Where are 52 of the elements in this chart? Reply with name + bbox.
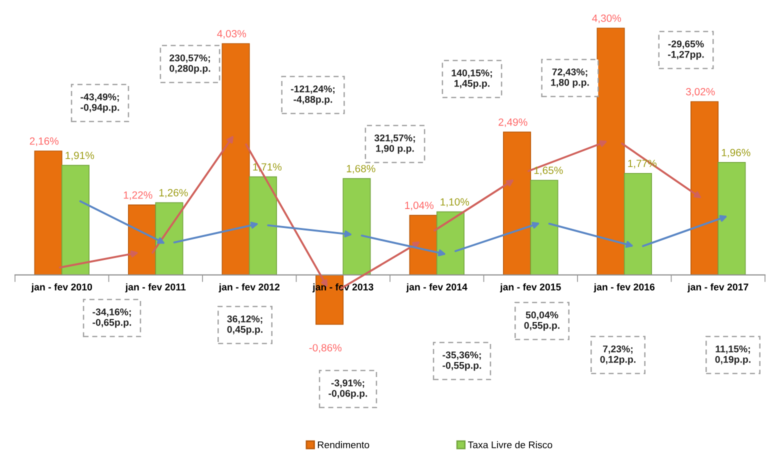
- annotation: 230,57%; 0,280p.p.: [170, 54, 210, 74]
- x-tick-label: jan - fev 2015: [500, 283, 561, 292]
- data-label: 1,04%: [405, 202, 434, 210]
- data-label: 3,02%: [686, 88, 715, 97]
- annotation: 72,43%; 1,80 p.p.: [551, 68, 589, 88]
- bar: [342, 178, 371, 276]
- text: 11,15%; 0,19p.p.: [715, 346, 750, 365]
- legend-label: Rendimento: [318, 441, 370, 448]
- data-label: 2,16%: [30, 137, 59, 146]
- x-tick-label: jan - fev 2010: [31, 283, 92, 292]
- bar: [624, 172, 652, 276]
- data-label: 1,91%: [66, 152, 94, 160]
- annotation: -121,24%; -4,88p.p.: [290, 85, 335, 105]
- bar: [718, 162, 746, 276]
- annotation: -43,49%; -0,94p.p.: [80, 93, 120, 113]
- data-label: 1,65%: [534, 166, 563, 176]
- annotation: 50,04% 0,55p.p.: [524, 311, 560, 331]
- bar: [128, 204, 156, 276]
- bar: [34, 150, 62, 276]
- x-tick-label: jan - fev 2011: [125, 283, 186, 292]
- text: -35,36%; -0,55p.p.: [442, 351, 482, 371]
- bar: [530, 180, 558, 276]
- text: -3,91%; -0,06p.p.: [328, 379, 368, 399]
- annotation: -34,16%; -0,65p.p.: [92, 308, 132, 328]
- data-label: -0,86%: [309, 344, 342, 353]
- x-tick-label: jan - fev 2012: [218, 283, 280, 292]
- annotation: 140,15%; 1,45p.p.: [452, 69, 492, 89]
- bar: [690, 101, 719, 276]
- bar: [248, 176, 277, 276]
- bar: [222, 43, 250, 276]
- bar: [409, 214, 438, 276]
- text: 7,23%; 0,12p.p.: [600, 345, 636, 365]
- bar: [155, 202, 184, 276]
- data-label: 1,22%: [124, 191, 152, 200]
- data-label: 1,68%: [346, 164, 376, 174]
- data-label: 1,10%: [440, 198, 470, 207]
- bar: [503, 132, 532, 276]
- annotation: 321,57%; 1,90 p.p.: [374, 134, 415, 154]
- x-tick-label: jan - fev 2016: [594, 283, 655, 292]
- data-label: 1,26%: [159, 189, 188, 198]
- annotation: -29,65% -1,27pp.: [668, 40, 704, 60]
- data-label: 2,49%: [498, 118, 528, 128]
- bar: [596, 28, 625, 276]
- x-tick-label: jan - fev 2014: [406, 283, 468, 292]
- data-label: 4,03%: [217, 30, 246, 39]
- data-label: 4,30%: [592, 14, 622, 24]
- legend-label: Taxa Livre de Risco: [468, 441, 552, 448]
- x-tick-label: jan - fev 2017: [687, 283, 748, 292]
- bar: [436, 211, 464, 276]
- bar: [61, 164, 90, 276]
- data-label: 1,96%: [722, 148, 750, 158]
- annotation: 36,12%; 0,45p.p.: [227, 315, 262, 335]
